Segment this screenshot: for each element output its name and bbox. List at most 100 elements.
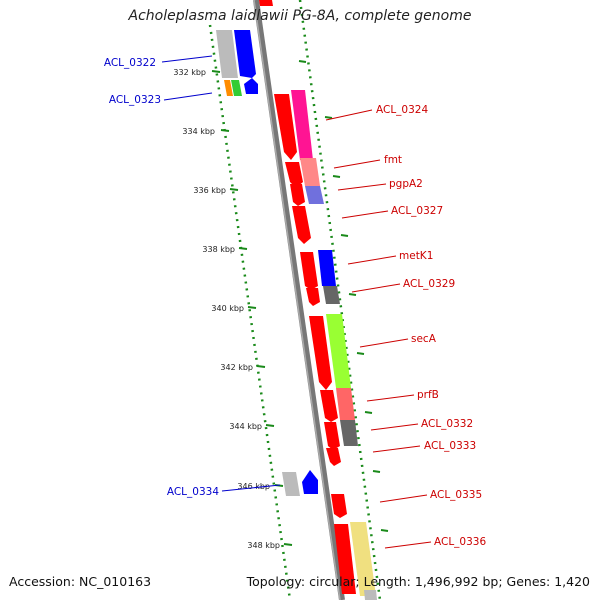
outer-tick	[324, 116, 333, 119]
kbp-label-342: 342 kbp	[220, 363, 253, 372]
outer-tick	[364, 411, 373, 414]
cog-acl0336-khaki	[350, 522, 376, 596]
tick-348	[283, 543, 293, 546]
gene-acl0323-orange	[224, 80, 233, 96]
cog-fmt-pink	[300, 158, 320, 186]
gene-label-prfb[interactable]: prfB	[417, 389, 439, 401]
gene-label-acl0324[interactable]: ACL_0324	[376, 104, 428, 116]
gene-acl0322-gray	[216, 30, 238, 78]
connector-acl0333	[372, 445, 421, 453]
kbp-label-340: 340 kbp	[211, 304, 244, 313]
gene-acl0333-red	[326, 448, 341, 466]
gene-label-acl0327[interactable]: ACL_0327	[391, 205, 443, 217]
kbp-label-336: 336 kbp	[193, 186, 226, 195]
gene-metk1-red	[300, 252, 318, 290]
kbp-label-346: 346 kbp	[237, 482, 270, 491]
connector-acl0327	[341, 210, 389, 219]
gene-pgpa2-red	[290, 184, 305, 206]
tick-338	[238, 247, 248, 250]
gene-acl0332-red	[324, 422, 340, 450]
gene-acl0329-red	[306, 288, 320, 306]
kbp-label-338: 338 kbp	[202, 245, 235, 254]
label-connectors	[161, 55, 432, 549]
gene-label-pgpa2[interactable]: pgpA2	[389, 178, 423, 190]
gene-acl0324-red	[274, 94, 297, 160]
connector-prfb	[366, 394, 415, 402]
inner-dotted-ring	[208, 24, 292, 601]
cog-acl0336-gray	[364, 590, 377, 600]
gene-acl0335-red	[331, 494, 347, 518]
cog-seca-lime	[326, 314, 351, 388]
kbp-label-332: 332 kbp	[173, 68, 206, 77]
gene-labels-left: ACL_0322 ACL_0323 ACL_0334	[104, 57, 219, 498]
tick-340	[247, 306, 257, 309]
gene-label-metk1[interactable]: metK1	[399, 250, 433, 262]
gene-top-red-partial	[259, 0, 273, 6]
cog-metk1-blue	[318, 250, 336, 286]
kbp-label-348: 348 kbp	[247, 541, 280, 550]
cog-acl0329-gray	[323, 286, 340, 304]
outer-tick	[380, 529, 389, 532]
gene-acl0323-green	[231, 80, 242, 96]
gene-acl0323-blue	[244, 78, 258, 94]
connector-seca	[359, 338, 409, 348]
kbp-label-344: 344 kbp	[229, 422, 262, 431]
gene-labels-right: ACL_0324 fmt pgpA2 ACL_0327 metK1 ACL_03…	[376, 104, 486, 548]
connector-acl0324	[325, 109, 373, 121]
gene-label-acl0334[interactable]: ACL_0334	[167, 486, 219, 498]
genome-backbone-highlight	[253, 0, 341, 601]
gene-acl0322-blue	[234, 30, 256, 78]
outer-tick	[332, 175, 341, 178]
gene-prfb-red	[320, 390, 338, 422]
gene-label-acl0333[interactable]: ACL_0333	[424, 440, 476, 452]
connector-metk1	[347, 255, 397, 265]
gene-label-acl0336[interactable]: ACL_0336	[434, 536, 486, 548]
gene-label-acl0329[interactable]: ACL_0329	[403, 278, 455, 290]
connector-fmt	[333, 159, 381, 169]
gene-acl0336-red	[334, 524, 356, 594]
kbp-labels: 332 kbp 334 kbp 336 kbp 338 kbp 340 kbp …	[173, 68, 280, 550]
outer-tick	[356, 352, 365, 355]
tick-342	[256, 365, 266, 368]
cog-prfb-pink	[336, 388, 355, 420]
tick-334	[220, 129, 230, 132]
connector-acl0334	[221, 484, 281, 492]
connector-acl0322	[161, 55, 213, 63]
connector-acl0335	[379, 494, 428, 503]
cog-acl0332-gray	[340, 420, 358, 446]
gene-acl0327-red	[292, 206, 311, 244]
gene-label-seca[interactable]: secA	[411, 333, 437, 345]
connector-acl0332	[370, 423, 419, 431]
gene-acl0334-blue	[302, 470, 318, 494]
outer-tick	[340, 234, 349, 237]
tick-344	[265, 424, 275, 427]
outer-tick	[298, 60, 307, 63]
gene-fmt-red	[285, 162, 303, 188]
outer-tick	[348, 293, 357, 296]
connector-pgpa2	[337, 183, 387, 191]
gene-label-acl0322[interactable]: ACL_0322	[104, 57, 156, 69]
accession-text: Accession: NC_010163	[9, 574, 152, 589]
gene-acl0334-gray	[282, 472, 300, 496]
cog-pgpa2-lavender	[305, 186, 324, 204]
gene-label-acl0335[interactable]: ACL_0335	[430, 489, 482, 501]
gene-label-acl0332[interactable]: ACL_0332	[421, 418, 473, 430]
topology-text: Topology: circular; Length: 1,496,992 bp…	[246, 574, 590, 589]
tick-332	[211, 70, 221, 73]
gene-label-fmt[interactable]: fmt	[384, 154, 402, 166]
kbp-label-334: 334 kbp	[182, 127, 215, 136]
outer-dotted-ring	[298, 0, 382, 601]
gene-seca-red	[309, 316, 332, 390]
tick-336	[229, 188, 239, 191]
outer-ticks	[298, 60, 389, 532]
connector-acl0336	[384, 541, 432, 549]
map-title: Acholeplasma laidlawii PG-8A, complete g…	[128, 8, 472, 24]
connector-acl0329	[351, 283, 401, 293]
cog-acl0324-magenta	[291, 90, 313, 160]
connector-acl0323	[163, 92, 213, 101]
gene-label-acl0323[interactable]: ACL_0323	[109, 94, 161, 106]
genome-backbone	[253, 0, 345, 601]
outer-tick	[372, 470, 381, 473]
